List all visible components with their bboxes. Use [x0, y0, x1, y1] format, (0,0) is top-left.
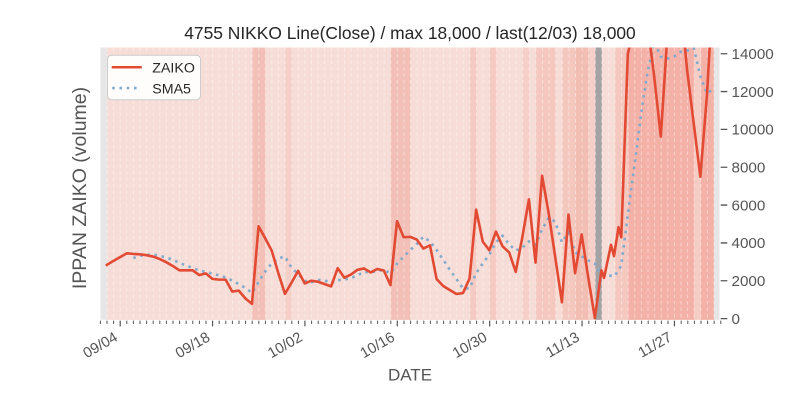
- svg-text:0: 0: [732, 311, 740, 328]
- svg-text:SMA5: SMA5: [152, 81, 191, 97]
- svg-text:DATE: DATE: [388, 366, 432, 385]
- svg-text:2000: 2000: [732, 273, 766, 290]
- svg-text:10000: 10000: [732, 122, 774, 139]
- svg-text:6000: 6000: [732, 197, 766, 214]
- svg-text:8000: 8000: [732, 159, 766, 176]
- svg-text:ZAIKO: ZAIKO: [152, 60, 195, 76]
- svg-text:4000: 4000: [732, 235, 766, 252]
- svg-text:IPPAN ZAIKO (volume): IPPAN ZAIKO (volume): [69, 87, 91, 289]
- svg-text:14000: 14000: [732, 46, 774, 63]
- svg-text:12000: 12000: [732, 84, 774, 101]
- svg-text:4755 NIKKO Line(Close) / max 1: 4755 NIKKO Line(Close) / max 18,000 / la…: [184, 23, 635, 43]
